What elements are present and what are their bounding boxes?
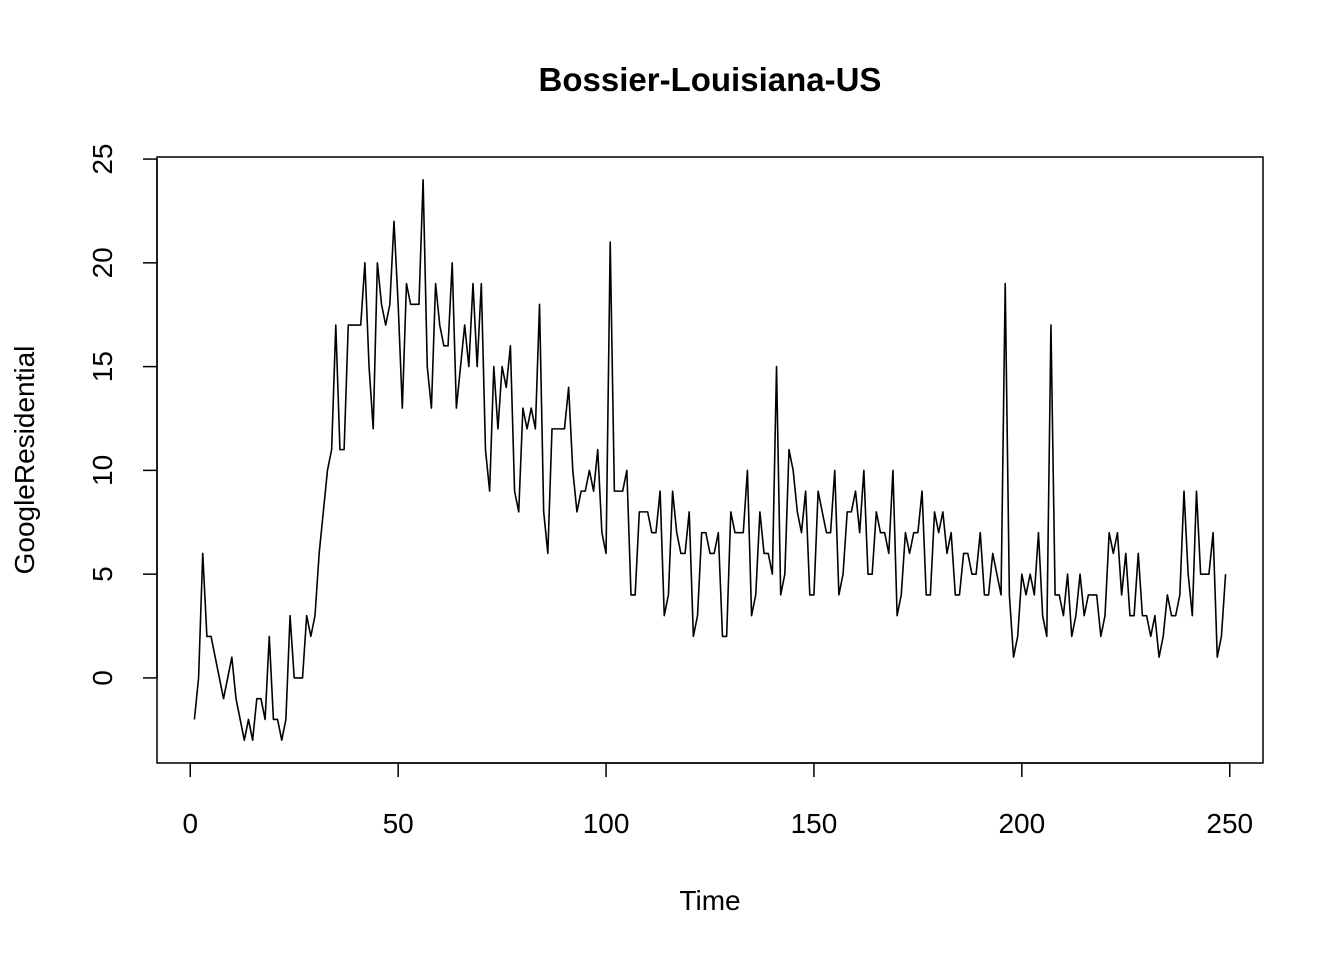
y-tick-label: 25 xyxy=(87,143,118,174)
chart-title: Bossier-Louisiana-US xyxy=(539,61,882,98)
x-axis: 0 50 100 150 200 250 xyxy=(182,762,1253,839)
x-tick-label: 200 xyxy=(998,808,1045,839)
x-tick-label: 100 xyxy=(583,808,630,839)
x-tick-label: 50 xyxy=(383,808,414,839)
y-tick-label: 10 xyxy=(87,455,118,486)
x-tick-label: 250 xyxy=(1206,808,1253,839)
plot-frame xyxy=(156,156,1264,764)
y-axis-label: GoogleResidential xyxy=(9,346,40,575)
x-axis-label: Time xyxy=(679,885,740,916)
x-tick-label: 0 xyxy=(182,808,198,839)
y-tick-label: 15 xyxy=(87,351,118,382)
y-tick-label: 5 xyxy=(87,566,118,582)
y-tick-label: 20 xyxy=(87,247,118,278)
series-line xyxy=(193,179,1227,741)
y-tick-label: 0 xyxy=(87,670,118,686)
x-tick-label: 150 xyxy=(791,808,838,839)
y-axis: 0 5 10 15 20 25 xyxy=(87,143,158,686)
